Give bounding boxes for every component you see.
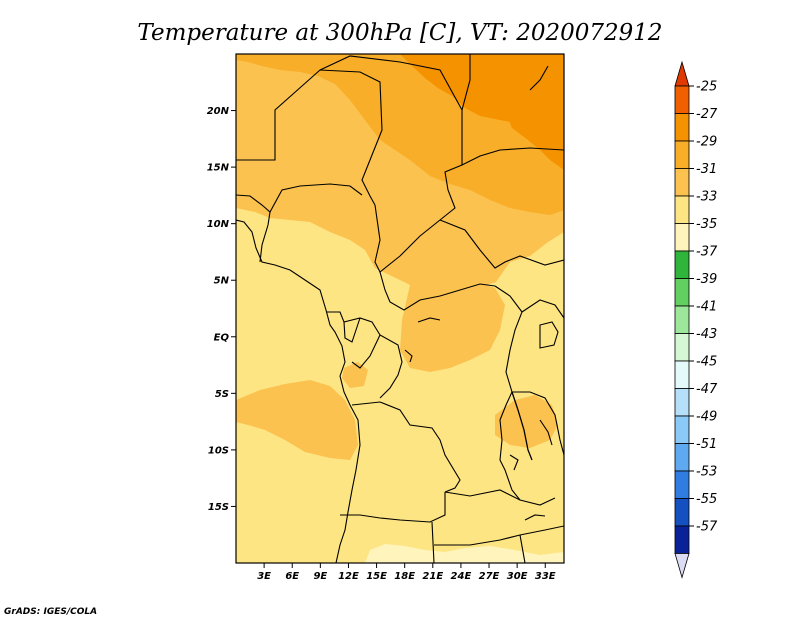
grads-credit: GrADS: IGES/COLA xyxy=(4,607,97,617)
field-region-31-east xyxy=(495,395,558,448)
map-panel: 20N 15N 10N 5N EQ 5S 10S 15S 3E 6E 9E 12E 15E 18E 21E… xyxy=(207,53,565,582)
colorbar-label: -35 xyxy=(696,217,717,232)
colorbar-swatch xyxy=(674,443,690,472)
temperature-field xyxy=(236,54,564,563)
colorbar-label: -39 xyxy=(696,272,717,287)
colorbar-label: -57 xyxy=(696,520,718,535)
country-borders xyxy=(236,54,564,563)
colorbar: -25 -27 -29 -31 -33 -35 -37 -39 -41 -43 -45 -47 -49 -… xyxy=(674,60,718,579)
lat-tick-label: 15S xyxy=(208,502,229,513)
colorbar-swatch xyxy=(674,388,690,417)
lon-tick-label: 30E xyxy=(507,571,528,582)
colorbar-swatch xyxy=(674,140,690,169)
colorbar-label: -43 xyxy=(696,327,717,342)
colorbar-swatch xyxy=(674,278,690,307)
lon-tick-label: 33E xyxy=(535,571,556,582)
colorbar-swatch xyxy=(674,470,690,499)
colorbar-label: -41 xyxy=(696,300,717,315)
map-frame xyxy=(235,53,565,564)
colorbar-swatch xyxy=(674,333,690,362)
colorbar-swatch xyxy=(674,525,690,554)
colorbar-swatch xyxy=(674,498,690,527)
colorbar-swatch xyxy=(674,168,690,197)
lon-tick-label: 27E xyxy=(479,571,500,582)
lon-tick-label: 24E xyxy=(451,571,472,582)
colorbar-label: -53 xyxy=(696,465,717,480)
field-region-31-central xyxy=(400,278,505,372)
lat-tick-label: EQ xyxy=(214,332,230,343)
field-region-31-southwest xyxy=(236,380,358,460)
colorbar-label: -31 xyxy=(696,162,717,177)
colorbar-swatch xyxy=(674,305,690,334)
lat-tick-label: 15N xyxy=(207,163,230,174)
lon-tick-label: 12E xyxy=(338,571,359,582)
colorbar-swatch xyxy=(674,223,690,252)
lon-tick-label: 18E xyxy=(394,571,415,582)
colorbar-label: -37 xyxy=(696,245,718,260)
lat-tick-label: 10S xyxy=(208,445,229,456)
lon-tick-label: 15E xyxy=(366,571,387,582)
field-region-31-small xyxy=(342,362,368,388)
colorbar-swatch xyxy=(674,113,690,142)
colorbar-swatch xyxy=(674,85,690,114)
colorbar-label: -29 xyxy=(696,135,717,150)
longitude-axis: 3E 6E 9E 12E 15E 18E 21E 24E 27E 30E 33E xyxy=(257,563,556,582)
latitude-axis: 20N 15N 10N 5N EQ 5S 10S 15S xyxy=(207,106,236,513)
lon-tick-label: 6E xyxy=(285,571,299,582)
field-region-27-east xyxy=(500,54,564,170)
colorbar-label: -27 xyxy=(696,107,718,122)
lat-tick-label: 10N xyxy=(207,219,230,230)
colorbar-swatch xyxy=(674,195,690,224)
colorbar-label: -51 xyxy=(696,437,717,452)
lon-tick-label: 21E xyxy=(422,571,443,582)
colorbar-label: -25 xyxy=(696,80,717,95)
lon-tick-label: 3E xyxy=(257,571,271,582)
colorbar-label: -55 xyxy=(696,492,717,507)
colorbar-top-arrow xyxy=(674,60,690,87)
colorbar-label: -49 xyxy=(696,410,717,425)
lat-tick-label: 5S xyxy=(215,389,229,400)
chart-title: Temperature at 300hPa [C], VT: 202007291… xyxy=(137,20,662,46)
colorbar-swatch xyxy=(674,360,690,389)
colorbar-label: -33 xyxy=(696,190,717,205)
colorbar-label: -45 xyxy=(696,355,717,370)
colorbar-swatch xyxy=(674,415,690,444)
colorbar-bottom-arrow xyxy=(674,553,690,579)
colorbar-swatch xyxy=(674,250,690,279)
lat-tick-label: 5N xyxy=(214,276,230,287)
lat-tick-label: 20N xyxy=(207,106,230,117)
lon-tick-label: 9E xyxy=(313,571,327,582)
field-region-35 xyxy=(365,544,564,563)
colorbar-label: -47 xyxy=(696,382,718,397)
